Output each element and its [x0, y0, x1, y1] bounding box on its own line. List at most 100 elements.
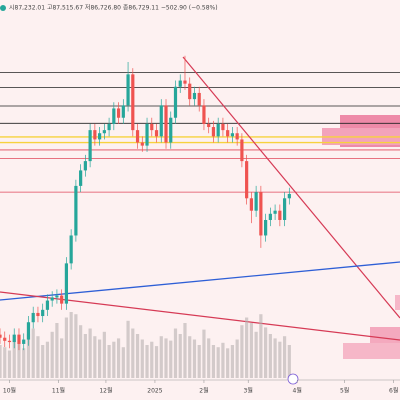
volume-bar	[79, 325, 83, 378]
candle-body	[3, 337, 7, 341]
volume-bar	[22, 348, 26, 378]
candle-body	[173, 86, 178, 118]
candle-body	[55, 295, 59, 298]
volume-bar	[17, 342, 21, 378]
trend-line	[0, 261, 400, 301]
volume-bar	[150, 341, 154, 378]
volume-bar	[7, 350, 12, 378]
candle-body	[121, 105, 125, 118]
volume-bar	[93, 336, 97, 378]
candle-body	[31, 312, 35, 323]
volume-bar	[249, 323, 253, 378]
volume-bar	[282, 336, 287, 378]
candle-body	[273, 210, 277, 214]
volume-bar	[121, 347, 125, 378]
volume-bar	[259, 314, 263, 378]
candle-body	[107, 123, 111, 131]
volume-bar	[98, 339, 102, 378]
demand-zone	[395, 295, 400, 310]
candle-body	[159, 105, 163, 137]
status-dot	[0, 5, 6, 11]
x-tick-label: 6월	[389, 387, 398, 395]
candle-body	[112, 108, 116, 124]
candle-body	[12, 334, 16, 343]
candle-body	[216, 123, 220, 137]
volume-bar	[183, 323, 187, 378]
candle-body	[221, 123, 225, 131]
volume-bar	[254, 331, 258, 378]
volume-bar	[188, 336, 192, 378]
x-tick-label: 2025	[147, 388, 162, 395]
volume-bar	[83, 334, 87, 378]
candle-body	[207, 123, 211, 128]
candle-body	[169, 117, 173, 143]
volume-bar	[116, 338, 121, 378]
volume-bar	[69, 312, 73, 378]
volume-bar	[102, 331, 106, 378]
candle-body	[211, 127, 216, 137]
volume-bar	[88, 328, 92, 378]
candle-body	[145, 123, 149, 146]
volume-bar	[107, 345, 111, 378]
candle-body	[235, 133, 239, 140]
candle-body	[60, 295, 64, 304]
candle-body	[278, 210, 282, 220]
candle-body	[135, 130, 140, 143]
volume-bar	[192, 339, 197, 378]
volume-bar	[112, 341, 116, 378]
volume-bar	[50, 331, 54, 378]
candle-body	[50, 297, 54, 301]
candle-body	[17, 334, 21, 344]
demand-zone	[370, 327, 400, 347]
candle-body	[64, 263, 69, 304]
volume-bar	[74, 314, 78, 378]
levels	[0, 72, 400, 193]
candle-body	[116, 108, 121, 118]
candle-body	[140, 142, 144, 146]
volume-bar	[287, 345, 291, 378]
candle-body	[0, 334, 2, 338]
volume-bar	[268, 334, 272, 378]
volume-bar	[273, 338, 277, 378]
volume-bar	[216, 347, 220, 378]
volume-bar	[164, 338, 168, 378]
volume-bar	[245, 317, 249, 378]
volume-bar	[41, 345, 45, 378]
candle-body	[26, 322, 31, 340]
candles	[0, 55, 291, 351]
candle-body	[102, 130, 106, 134]
volume-bar	[145, 345, 149, 378]
volume-bar	[45, 341, 50, 378]
candle-body	[41, 309, 45, 317]
volume-bar	[0, 345, 2, 378]
candle-body	[7, 340, 12, 343]
candle-body	[154, 130, 159, 137]
zones	[322, 115, 400, 359]
x-tick-label: 3월	[244, 387, 253, 395]
candle-body	[192, 92, 197, 100]
x-tick-label: 10월	[3, 387, 16, 395]
x-tick-label: 5월	[340, 387, 349, 395]
volume-bar	[169, 340, 173, 378]
volume-bar	[207, 338, 211, 378]
candle-body	[249, 198, 253, 211]
volume-bar	[226, 348, 230, 378]
event-icon	[287, 373, 299, 385]
demand-zone	[343, 343, 400, 359]
candle-body	[150, 123, 154, 131]
volume-bar	[135, 334, 140, 378]
volume-bar	[197, 345, 201, 378]
candle-body	[74, 185, 78, 236]
x-tick-label: 4월	[293, 387, 302, 395]
candle-body	[268, 213, 272, 220]
candle-body	[202, 105, 206, 124]
candle-body	[282, 198, 287, 220]
candle-body	[230, 133, 235, 137]
candle-body	[131, 74, 135, 131]
candle-body	[254, 192, 258, 211]
trend-line	[182, 56, 400, 319]
volume-bar	[235, 339, 239, 378]
candle-body	[98, 133, 102, 140]
candle-body	[245, 161, 249, 199]
